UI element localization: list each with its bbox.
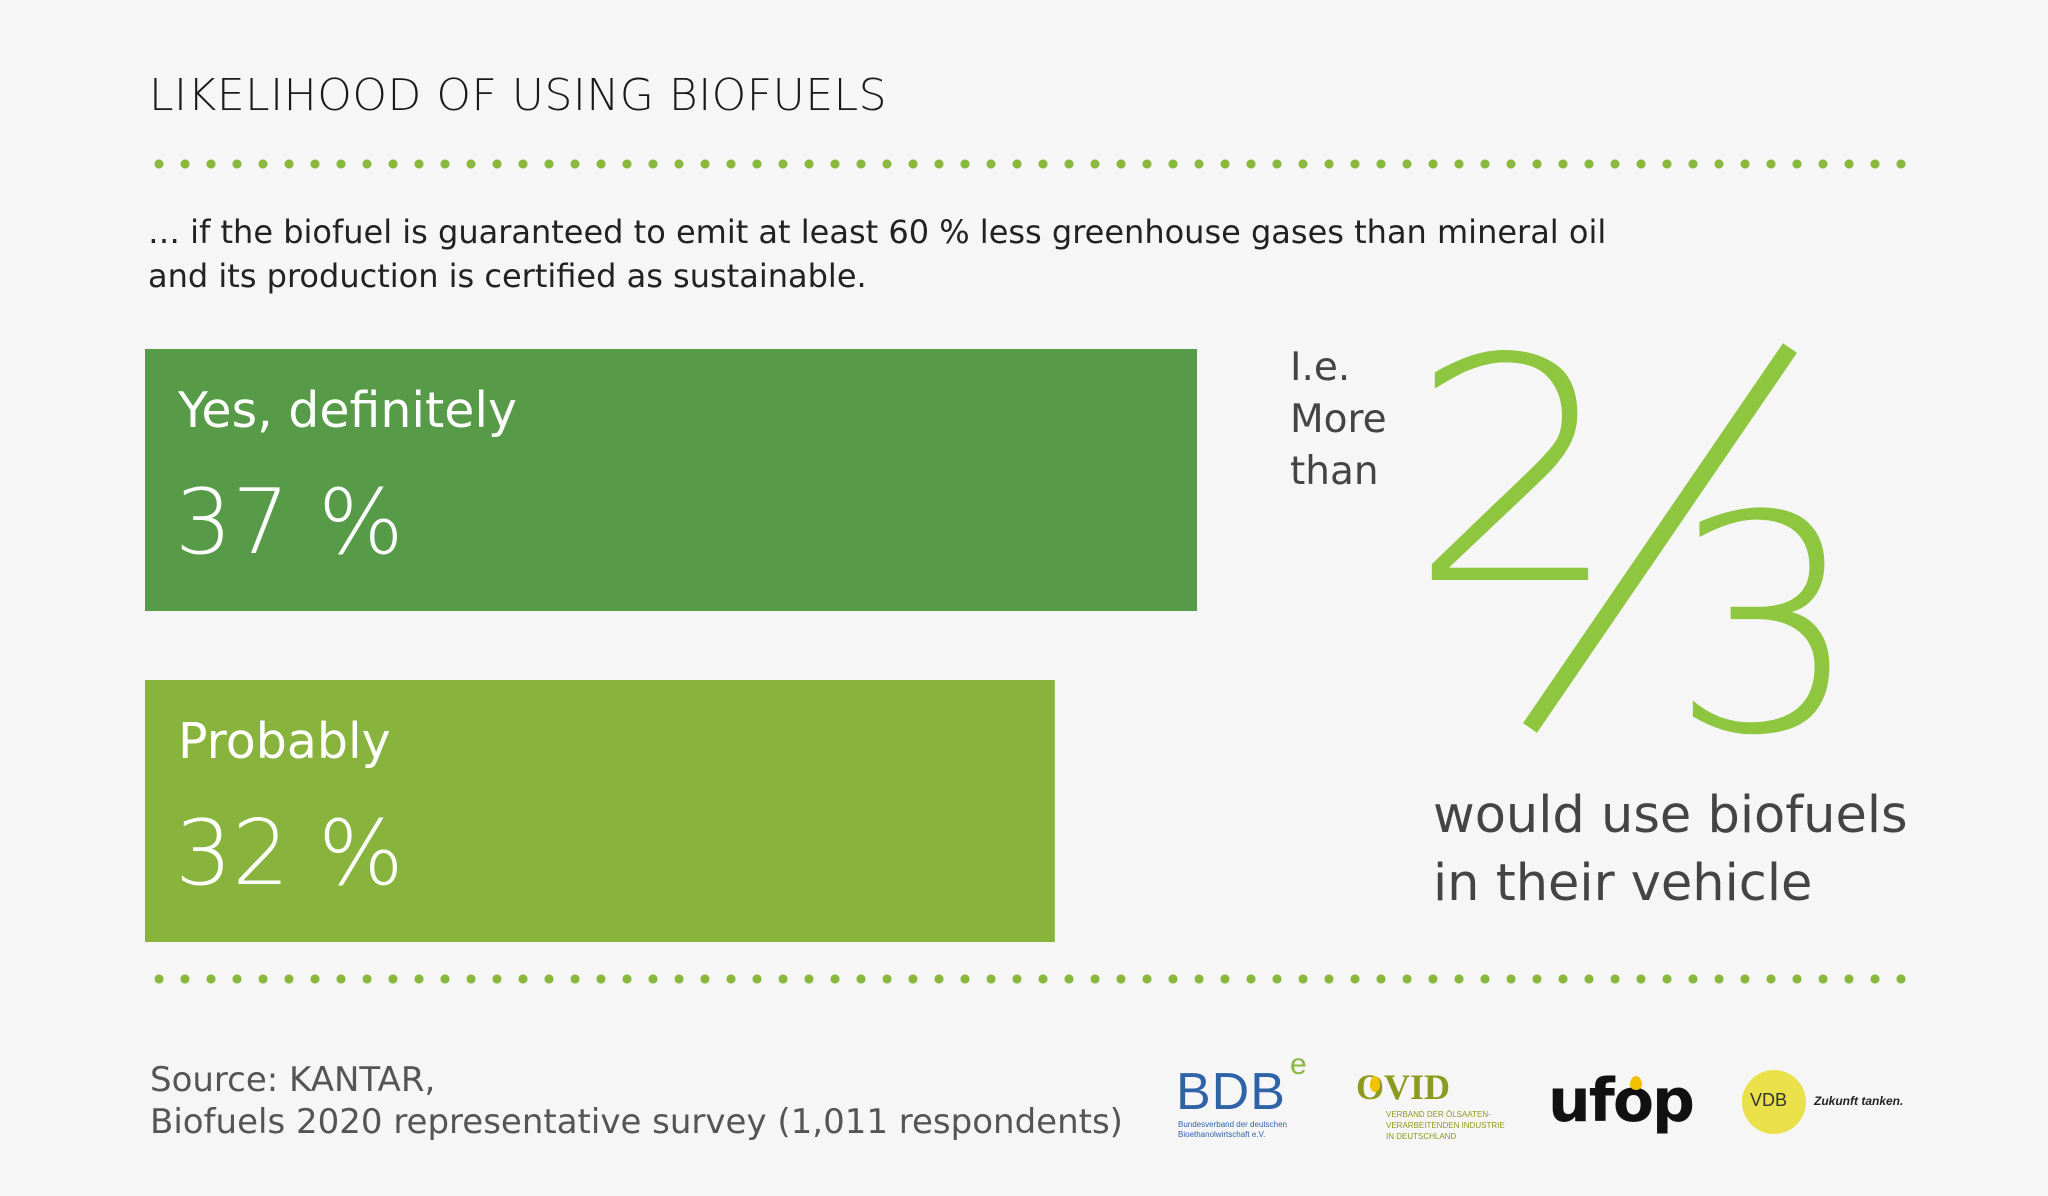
ufop-logo: ufop [1548, 1066, 1698, 1142]
fraction-denominator: 3 [1670, 452, 1861, 750]
subtitle-line-1: … if the biofuel is guaranteed to emit a… [148, 213, 1607, 251]
bar-value-label: 32 % [175, 801, 404, 906]
ie-line-2: More [1290, 397, 1387, 442]
bdbe-tagline-1: Bundesverband der deutschen [1178, 1120, 1287, 1129]
bar-yes-definitely [145, 349, 1197, 611]
page-title: LIKELIHOOD OF USING BIOFUELS [149, 70, 888, 121]
vdb-logo: VDB Zukunft tanken. [1742, 1070, 1912, 1134]
source-line-2: Biofuels 2020 representative survey (1,0… [150, 1102, 1123, 1142]
bdbe-logo: BDB e Bundesverband der deutschen Bioeth… [1176, 1048, 1336, 1140]
caption-line-1: would use biofuels [1433, 786, 1908, 845]
source-line-1: Source: KANTAR, [150, 1060, 436, 1100]
ie-more-than-text: I.e. More than [1290, 342, 1387, 498]
ie-line-3: than [1290, 449, 1379, 494]
ovid-droplet-icon [1370, 1076, 1380, 1092]
ovid-tagline-1: VERBAND DER ÖLSAATEN- [1386, 1110, 1491, 1119]
bar-value-label: 37 % [175, 470, 404, 575]
ufop-logo-name: ufop [1548, 1066, 1695, 1136]
vdb-logo-name: VDB [1750, 1090, 1788, 1110]
dotted-divider-top [146, 158, 1906, 170]
bdbe-tagline-2: Bioethanolwirtschaft e.V. [1178, 1130, 1266, 1139]
bdbe-logo-name: BDB [1176, 1063, 1286, 1121]
fraction-numerator: 2 [1409, 330, 1622, 654]
fraction-slash [1522, 343, 1798, 733]
bar-probably [145, 680, 1055, 942]
caption-line-2: in their vehicle [1433, 854, 1813, 913]
dotted-divider-bottom [146, 973, 1906, 985]
fraction-two-thirds: 2 3 [1409, 330, 1861, 750]
subtitle-line-2: and its production is certified as susta… [148, 257, 867, 295]
ufop-droplet-icon [1630, 1076, 1642, 1090]
ovid-tagline-3: IN DEUTSCHLAND [1386, 1132, 1457, 1141]
bar-category-label: Yes, definitely [177, 382, 517, 439]
source-note: Source: KANTAR, Biofuels 2020 representa… [150, 1059, 1123, 1143]
bar-category-label: Probably [178, 713, 391, 770]
vdb-logo-circle [1742, 1070, 1806, 1134]
ie-line-1: I.e. [1290, 345, 1351, 390]
ovid-logo: OVID VERBAND DER ÖLSAATEN- VERARBEITENDE… [1356, 1066, 1516, 1146]
subtitle: … if the biofuel is guaranteed to emit a… [148, 210, 1606, 298]
bdbe-logo-sup: e [1290, 1048, 1307, 1081]
fraction-caption: would use biofuels in their vehicle [1433, 782, 1908, 918]
ovid-tagline-2: VERARBEITENDEN INDUSTRIE [1386, 1121, 1505, 1130]
vdb-tagline: Zukunft tanken. [1814, 1094, 1904, 1108]
